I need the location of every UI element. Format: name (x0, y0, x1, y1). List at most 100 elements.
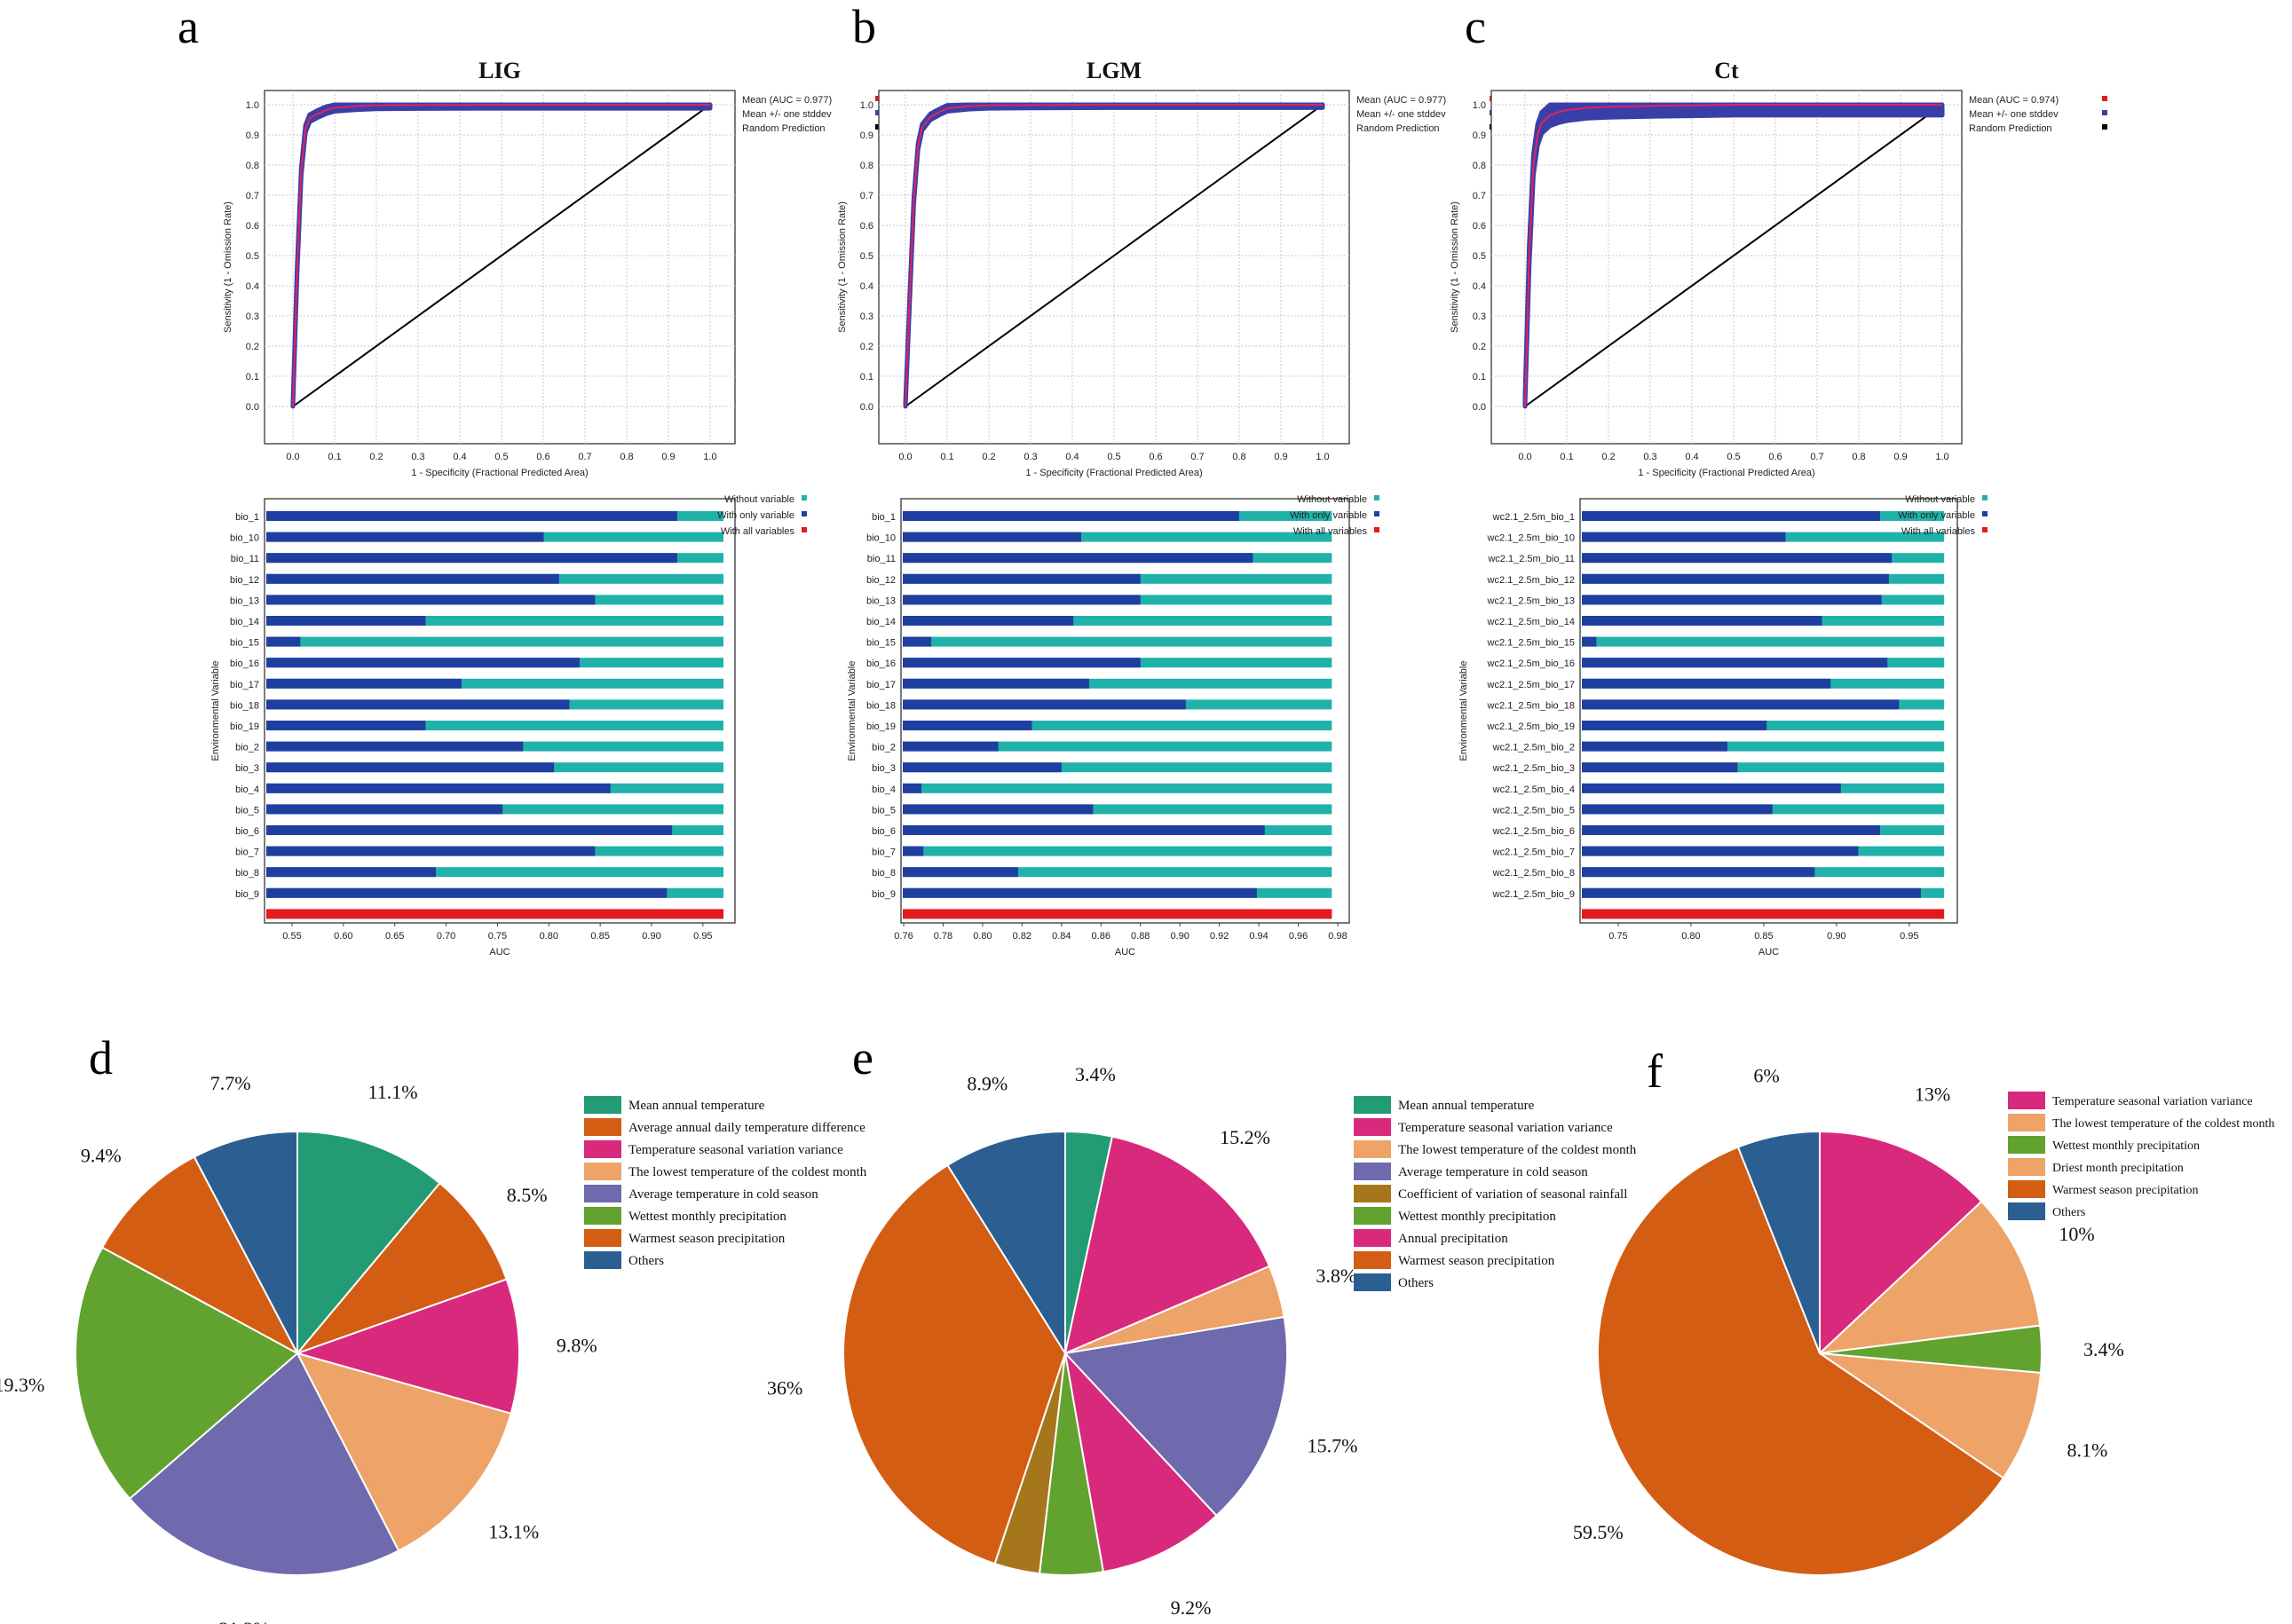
jackknife-legend-label: With only variable (717, 510, 794, 521)
pie-slice-mean-annual-temperature (296, 1130, 441, 1356)
jackknife-category-label: bio_4 (872, 784, 896, 795)
jackknife-category-label: bio_11 (867, 554, 896, 564)
bar-with-only-bio_5 (266, 804, 503, 815)
roc-xtick: 0.9 (661, 452, 675, 462)
roc-ytick: 0.4 (1473, 281, 1486, 292)
roc-xtick: 0.3 (1643, 452, 1656, 462)
jackknife-ylabel: Environmental Variable (847, 661, 858, 761)
jackknife-category-label: bio_16 (866, 658, 896, 669)
bar-with-all-variables (1582, 909, 1945, 919)
roc-ytick: 0.0 (246, 402, 259, 413)
jackknife-xtick: 0.92 (1210, 931, 1229, 942)
roc-ytick: 1.0 (860, 100, 873, 111)
panel-letter-c: c (1465, 0, 1486, 53)
jackknife-category-label: bio_16 (230, 658, 259, 669)
jackknife-panels: bio_1 bio_10 bio_11 bio_12 bio_13 bio_14 bio_1… (210, 494, 1988, 958)
jackknife-xtick: 0.95 (693, 931, 712, 942)
pie-legend-label: Warmest season precipitation (1398, 1254, 1555, 1268)
bar-with-only-bio_3 (266, 762, 555, 773)
jackknife-xtick: 0.96 (1289, 931, 1308, 942)
jackknife-category-label: wc2.1_2.5m_bio_10 (1487, 533, 1575, 544)
roc-xtick: 0.6 (1149, 452, 1162, 462)
jackknife-category-label: wc2.1_2.5m_bio_16 (1487, 658, 1575, 669)
jackknife-legend-swatch (802, 511, 807, 516)
pie-value-label: 3.3% (984, 1619, 1024, 1624)
pie-legend-label: Others (1398, 1276, 1434, 1290)
roc-stddev-band (1522, 102, 1945, 409)
jackknife-category-label: bio_3 (872, 763, 896, 774)
roc-ytick: 0.6 (860, 221, 873, 232)
bar-with-only-bio_16 (266, 658, 580, 668)
roc-ytick: 0.2 (860, 342, 873, 352)
panel-letter-a: a (178, 0, 199, 53)
roc-xtick: 0.9 (1893, 452, 1907, 462)
roc-ytick: 0.7 (860, 191, 873, 201)
pie-slice-coefficient-of-variation-of-seasonal-rainfall (1063, 1350, 1218, 1573)
jackknife-xlabel: AUC (489, 947, 510, 958)
roc-legend-label: Mean +/- one stddev (742, 109, 832, 120)
pie-slice-average-temperature-in-cold-season (1063, 1315, 1288, 1518)
bar-with-only-bio_11 (903, 553, 1253, 564)
bar-with-only-wc2.1_2.5m_bio_13 (1582, 595, 1882, 605)
jackknife-category-label: bio_17 (230, 680, 259, 690)
jackknife-legend-swatch (1982, 511, 1988, 516)
random-prediction-line (1524, 104, 1943, 407)
pie-panel-f: 13% 10% 3.4% 8.1% 59.5% 6% Temperature seasona… (1573, 1065, 2274, 1576)
roc-legend-swatch (875, 96, 881, 101)
roc-xtick: 0.7 (1810, 452, 1823, 462)
jackknife-category-label: bio_14 (230, 617, 259, 627)
pie-legend-label: Average annual daily temperature differe… (628, 1121, 865, 1135)
jackknife-category-label: bio_12 (230, 575, 259, 586)
pie-value-label: 3.8% (1316, 1265, 1356, 1287)
jackknife-category-label: bio_8 (235, 868, 259, 879)
bar-with-only-bio_19 (266, 721, 426, 730)
pie-legend-swatch (2008, 1202, 2045, 1220)
pie-value-label: 3.4% (1075, 1063, 1116, 1085)
bar-with-only-wc2.1_2.5m_bio_14 (1582, 616, 1822, 626)
jackknife-xtick: 0.82 (1013, 931, 1031, 942)
jackknife-xtick: 0.65 (385, 931, 404, 942)
roc-title: Ct (1714, 58, 1739, 83)
pie-value-label: 7.7% (210, 1072, 251, 1094)
pie-legend-label: Mean annual temperature (628, 1099, 765, 1113)
pie-value-label: 8.5% (507, 1184, 548, 1206)
roc-xtick: 0.2 (982, 452, 995, 462)
roc-title: LGM (1087, 58, 1142, 83)
jackknife-xtick: 0.85 (590, 931, 609, 942)
pie-legend-swatch (584, 1118, 621, 1136)
roc-legend-label: Mean +/- one stddev (1969, 109, 2059, 120)
roc-xtick: 0.4 (1685, 452, 1698, 462)
roc-xtick: 0.5 (1107, 452, 1120, 462)
pie-legend-label: Temperature seasonal variation variance (628, 1143, 843, 1157)
pie-panels: 11.1% 8.5% 9.8% 13.1% 21.2% 19.3% 9.4% 7.7% Mean… (0, 1063, 2274, 1624)
pie-value-label: 15.2% (1220, 1126, 1270, 1148)
roc-ytick: 0.1 (246, 372, 259, 382)
pie-legend-swatch (584, 1251, 621, 1269)
jackknife-category-label: bio_7 (872, 847, 896, 858)
bar-with-only-wc2.1_2.5m_bio_12 (1582, 573, 1889, 584)
bar-with-only-bio_16 (903, 658, 1141, 668)
bar-with-only-bio_5 (903, 804, 1094, 815)
bar-with-only-bio_14 (266, 616, 426, 626)
jackknife-category-label: bio_6 (872, 826, 896, 837)
bar-without-bio_15 (266, 636, 723, 647)
jackknife-category-label: wc2.1_2.5m_bio_4 (1492, 784, 1575, 795)
bar-with-only-bio_18 (903, 699, 1186, 710)
roc-ytick: 0.5 (860, 251, 873, 262)
pie-value-label: 8.9% (967, 1072, 1008, 1094)
jackknife-category-label: wc2.1_2.5m_bio_19 (1487, 721, 1575, 732)
jackknife-xtick: 0.98 (1328, 931, 1347, 942)
jackknife-category-label: wc2.1_2.5m_bio_11 (1487, 554, 1575, 564)
pie-slice-temperature-seasonal-variation-variance (1819, 1130, 1983, 1356)
bar-without-bio_8 (903, 867, 1332, 878)
pie-value-label: 59.5% (1573, 1521, 1624, 1543)
jackknife-ylabel: Environmental Variable (210, 661, 221, 761)
roc-ytick: 0.3 (860, 311, 873, 322)
pie-legend-swatch (2008, 1114, 2045, 1131)
roc-mean-line (1524, 104, 1942, 407)
bar-with-only-bio_8 (903, 867, 1018, 878)
pie-value-label: 9.2% (1171, 1596, 1212, 1619)
bar-with-only-bio_6 (903, 825, 1265, 835)
roc-ytick: 0.6 (1473, 221, 1486, 232)
